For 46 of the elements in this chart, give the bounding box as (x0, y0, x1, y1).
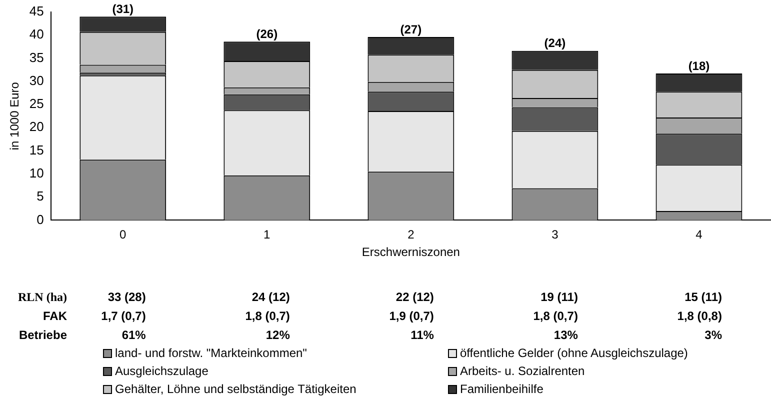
legend-label: Familienbeihilfe (460, 382, 544, 396)
y-tick-label: 35 (29, 50, 44, 65)
y-tick-label: 10 (29, 166, 44, 181)
x-axis-title: Erschwerniszonen (362, 245, 460, 260)
y-tick-label: 5 (36, 188, 44, 204)
y-tick-label: 25 (29, 96, 44, 112)
text: 19 (11) (540, 290, 578, 304)
y-tick-label: 45 (29, 4, 44, 19)
text: 1,9 (0,7) (389, 309, 434, 323)
y-tick-label: 0 (36, 212, 44, 227)
x-tick-label: 4 (696, 228, 703, 242)
y-axis-title: in 1000 Euro (8, 82, 22, 150)
text: 1,8 (0,7) (533, 309, 578, 323)
text: 13% (554, 328, 578, 342)
text: 24 (12) (252, 290, 290, 304)
text: 33 (28) (108, 290, 146, 304)
text: 1,7 (0,7) (101, 309, 146, 323)
text: 12% (266, 328, 290, 342)
text: 1,8 (0,7) (245, 309, 290, 323)
legend-label: land- und forstw. "Markteinkommen" (115, 346, 307, 360)
y-tick-label: 40 (29, 26, 44, 42)
text: Betriebe (18, 328, 67, 342)
annotation: (24) (544, 36, 566, 50)
x-tick-label: 0 (120, 228, 127, 242)
annotation: (26) (256, 26, 278, 41)
x-tick-label: 1 (264, 228, 271, 242)
legend-label: Ausgleichszulage (115, 364, 208, 378)
x-tick-label: 2 (408, 228, 415, 242)
text: 15 (11) (684, 290, 722, 304)
annotation: (31) (112, 2, 134, 16)
legend-label: öffentliche Gelder (ohne Ausgleichszulage) (460, 346, 688, 360)
text: FAK (43, 309, 67, 323)
text: RLN (ha) (18, 290, 67, 305)
legend-label: Gehälter, Löhne und selbständige Tätigkeiten (115, 382, 356, 396)
y-tick-label: 15 (29, 142, 44, 158)
annotation: (27) (400, 22, 422, 36)
y-tick-label: 30 (29, 72, 44, 88)
text: 11% (410, 328, 434, 342)
text: 61% (122, 328, 146, 342)
text: 22 (12) (396, 290, 434, 304)
text: 1,8 (0,8) (677, 309, 722, 323)
annotation: (18) (688, 58, 710, 73)
y-tick-label: 20 (29, 119, 44, 134)
text: 3% (704, 328, 722, 342)
x-tick-label: 3 (552, 228, 559, 242)
legend-label: Arbeits- u. Sozialrenten (460, 364, 585, 378)
